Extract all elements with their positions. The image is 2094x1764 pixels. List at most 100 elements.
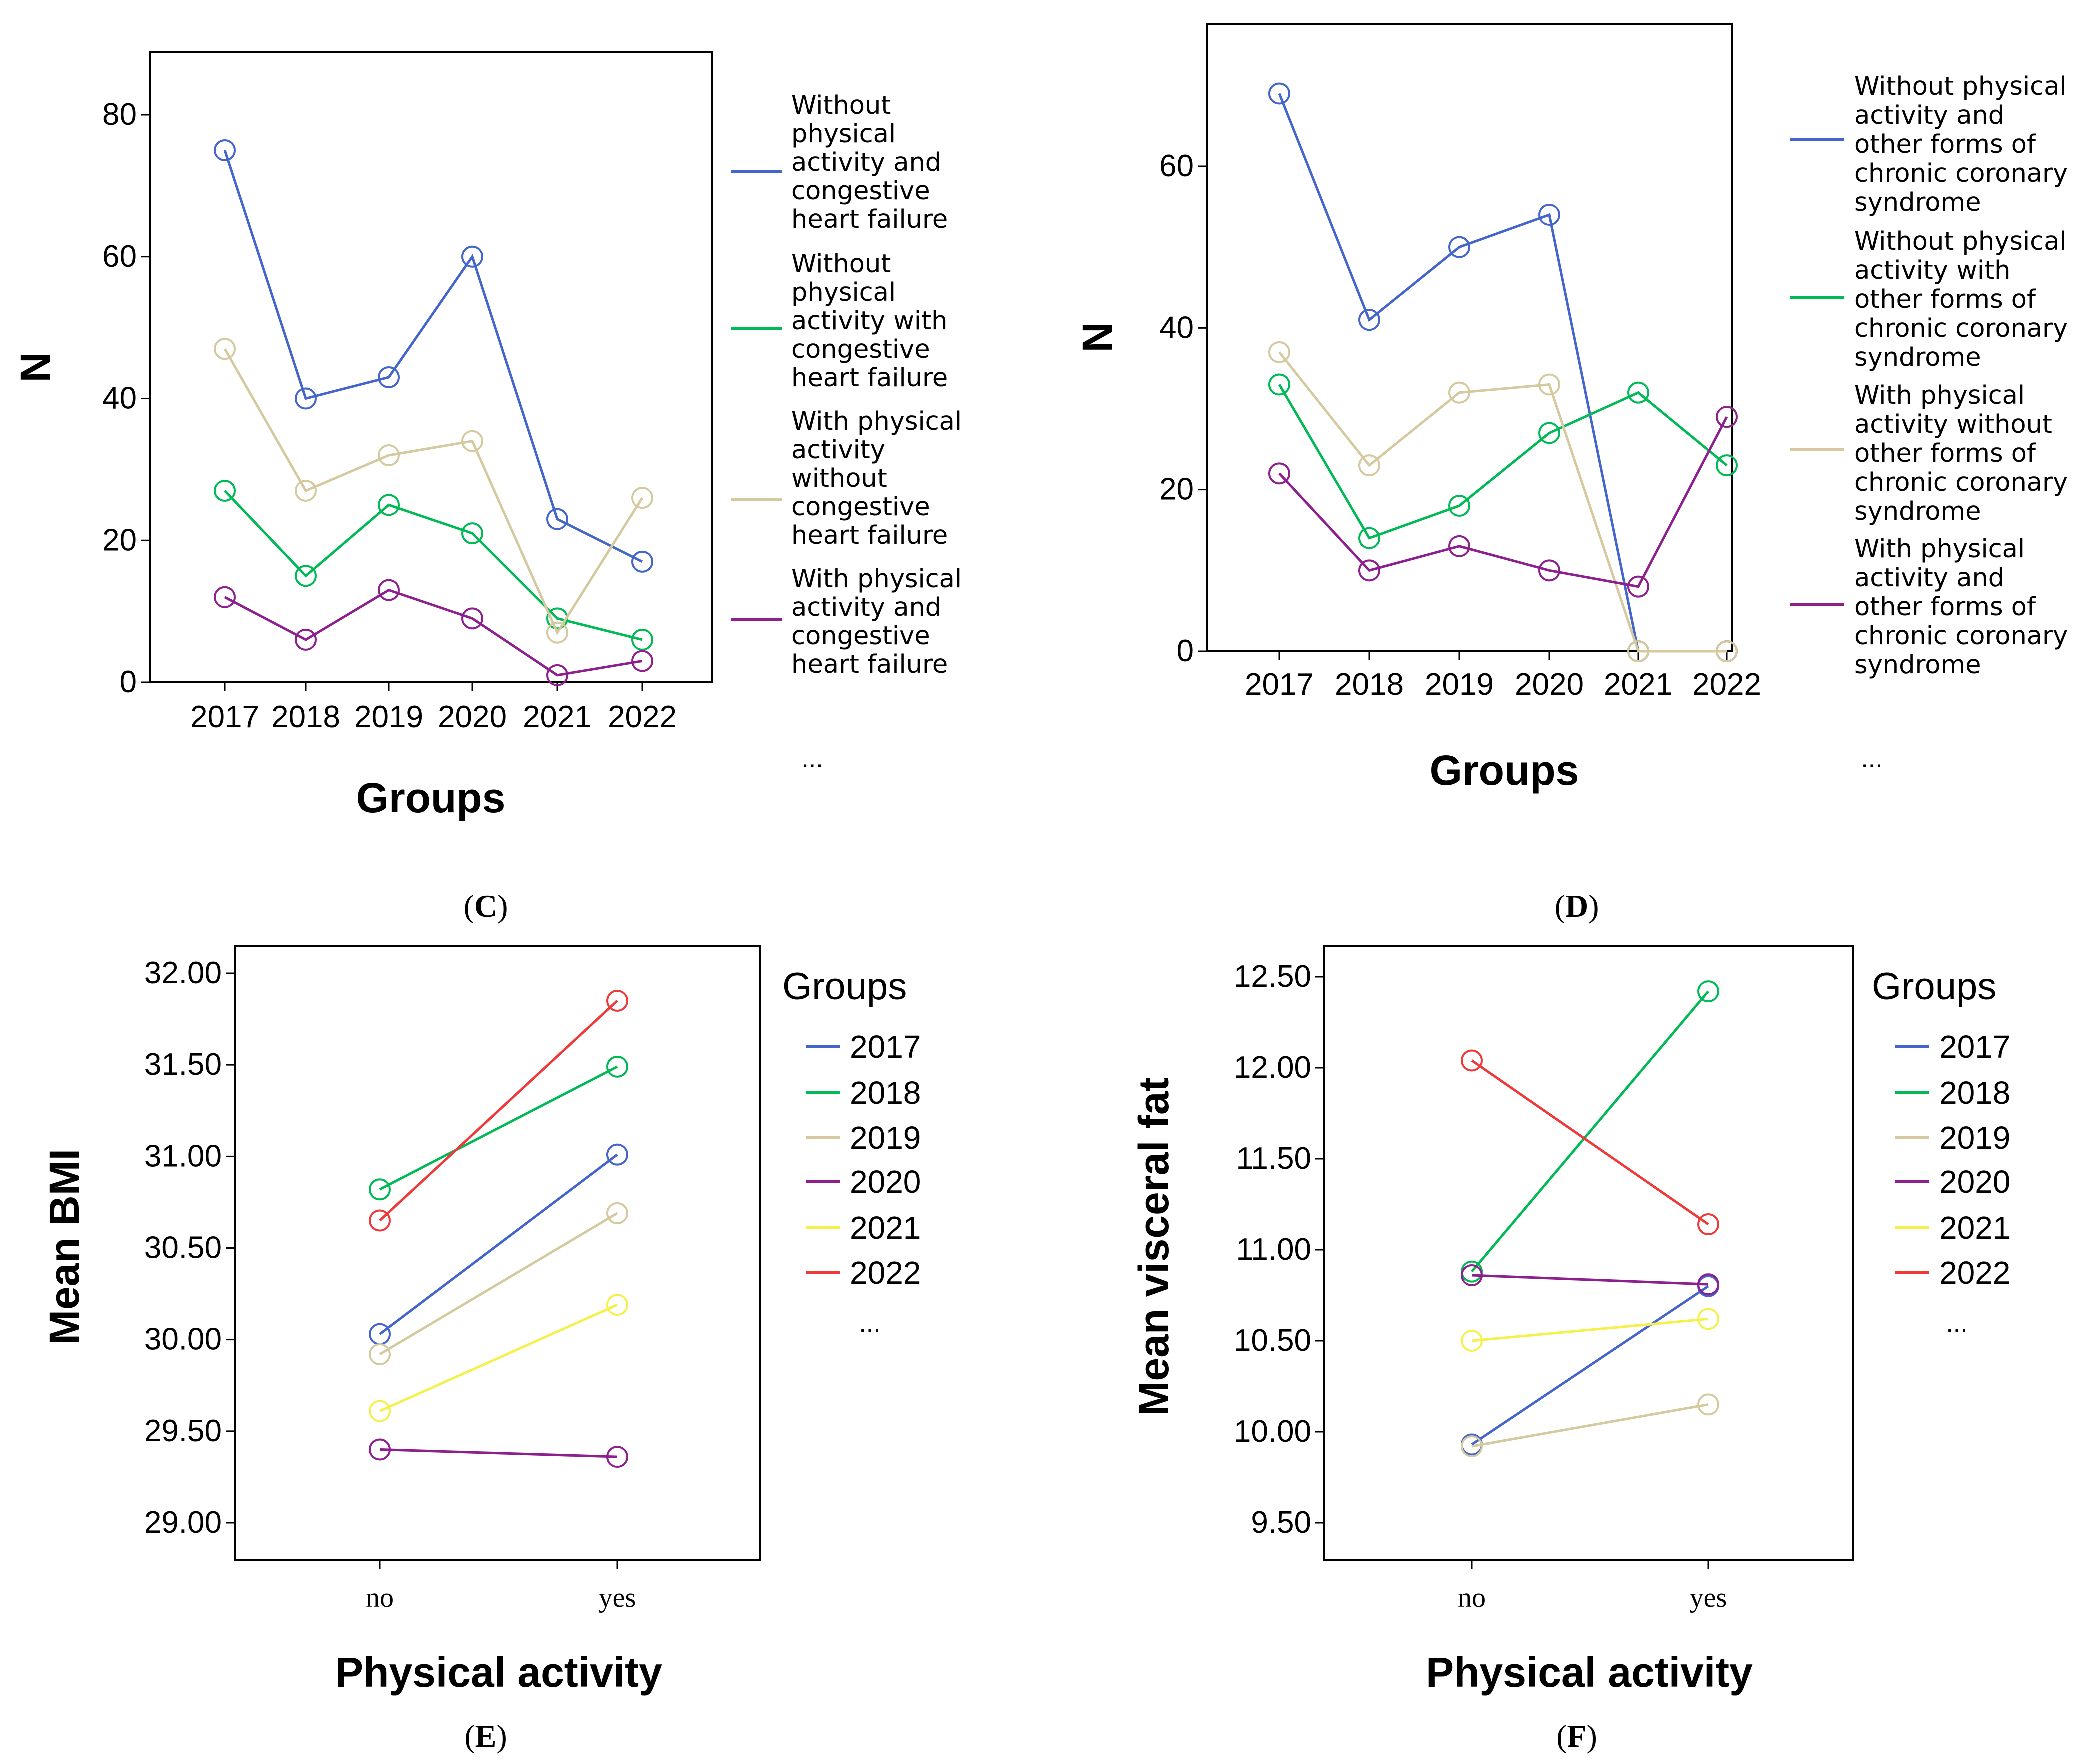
x-tick-label: 2020	[1515, 667, 1584, 702]
x-tick-label: 2017	[190, 700, 259, 734]
y-tick-label: 29.00	[144, 1505, 222, 1540]
y-tick-label: 10.00	[1234, 1414, 1311, 1449]
legend-label: Without physical activity with other forms…	[1854, 227, 2068, 372]
legend-label: 2018	[850, 1075, 921, 1111]
x-tick-label: 2018	[271, 700, 340, 734]
legend-label-line: activity and	[791, 593, 941, 622]
legend-label: Without physical activity and congestive hea…	[791, 91, 948, 234]
x-tick-label: 2020	[438, 700, 507, 734]
y-tick-label: 60	[102, 239, 137, 274]
legend-label: 2020	[850, 1164, 921, 1200]
panel-label: (C)	[464, 888, 508, 924]
x-tick-label: 2017	[1245, 667, 1314, 702]
legend-label-line: congestive	[791, 492, 930, 522]
x-axis-title: Groups	[356, 774, 506, 821]
panel-label: (E)	[464, 1718, 507, 1754]
x-tick-label: no	[366, 1582, 394, 1613]
y-tick-label: 0	[1177, 634, 1194, 668]
panel-letter: C	[474, 888, 497, 924]
y-tick-label: 40	[1159, 310, 1194, 345]
x-tick-label: 2022	[608, 700, 677, 734]
legend-ellipsis: ...	[801, 744, 823, 773]
legend-label-line: Without	[791, 249, 891, 279]
y-tick-label: 0	[120, 665, 137, 699]
legend-label-line: without	[791, 464, 887, 493]
y-tick-label: 30.50	[144, 1231, 222, 1265]
y-axis: 29.0029.5030.0030.5031.0031.5032.00	[144, 956, 235, 1540]
y-axis-title: N	[12, 352, 59, 383]
x-tick-label: 2021	[523, 700, 592, 734]
legend-label: Without physical activity with congestive he…	[791, 249, 948, 393]
y-tick-label: 60	[1159, 149, 1194, 183]
legend: 2017 2018 2019 2020 2021 2022	[806, 1029, 921, 1291]
legend-label-line: syndrome	[1854, 497, 1981, 526]
panel-d: 0204060 2017 2018 2019 2020 2021 2022 N Group…	[1074, 24, 2068, 924]
legend-label-line: syndrome	[1854, 343, 1981, 372]
legend-label: 2021	[1939, 1210, 2010, 1246]
y-axis-title: Mean BMI	[41, 1149, 88, 1345]
legend: Without physical activity and congestive hea…	[731, 91, 962, 679]
legend-label: 2022	[850, 1255, 921, 1291]
legend-label-line: congestive	[791, 621, 930, 651]
legend-label: 2019	[1939, 1120, 2010, 1156]
y-tick-label: 20	[1159, 472, 1194, 507]
legend-label: With physical activity without congestive he…	[791, 407, 962, 550]
panel-letter: E	[475, 1718, 497, 1754]
legend-label-line: With physical	[791, 407, 962, 436]
y-axis-title: Mean visceral fat	[1130, 1077, 1177, 1416]
legend-ellipsis: ...	[1946, 1309, 1967, 1338]
figure: 020406080 2017 2018 2019 2020 2021 2022 N Gro…	[0, 0, 2094, 1764]
y-tick-label: 12.00	[1234, 1050, 1311, 1085]
y-axis: 9.50 10.00 10.50 11.00 11.50 12.00 12.50	[1234, 959, 1324, 1540]
legend-label-line: physical	[791, 119, 896, 149]
legend-label: With physical activity without other forms…	[1854, 381, 2068, 526]
legend-label-line: With physical	[1854, 534, 2025, 564]
x-axis-title: Physical activity	[335, 1649, 662, 1696]
plot-frame	[235, 946, 760, 1560]
x-axis: no yes	[1458, 1560, 1727, 1613]
legend-label-line: activity	[791, 435, 885, 465]
legend-label: 2019	[850, 1120, 921, 1156]
legend-label-line: other forms of	[1854, 592, 2036, 622]
panel-label: (D)	[1555, 888, 1599, 924]
legend-label-line: With physical	[791, 564, 962, 594]
y-tick-label: 11.00	[1236, 1232, 1311, 1267]
legend-label-line: Without physical	[1854, 227, 2067, 256]
legend-label-line: heart failure	[791, 363, 948, 393]
legend-label-line: activity without	[1854, 410, 2052, 439]
legend-label-line: chronic coronary	[1854, 314, 2068, 343]
x-axis: 2017 2018 2019 2020 2021 2022	[190, 682, 677, 734]
x-tick-label: 2022	[1692, 667, 1761, 702]
legend-label-line: syndrome	[1854, 650, 1981, 680]
legend-label-line: congestive	[791, 176, 930, 206]
legend-label: Without physical activity and other forms …	[1854, 72, 2068, 217]
plot-frame	[1324, 946, 1853, 1560]
x-axis: no yes	[366, 1560, 636, 1613]
legend-label-line: activity with	[1854, 256, 2010, 285]
y-tick-label: 29.50	[144, 1414, 222, 1448]
legend-label: 2020	[1939, 1164, 2010, 1200]
legend-label-line: activity and	[791, 148, 941, 177]
y-tick-label: 30.00	[144, 1322, 222, 1357]
y-tick-label: 31.00	[144, 1139, 222, 1173]
legend-label-line: heart failure	[791, 650, 948, 679]
y-tick-label: 10.50	[1234, 1323, 1311, 1358]
legend-label: 2022	[1939, 1255, 2010, 1291]
legend: Without physical activity and other forms …	[1790, 72, 2068, 680]
legend-title: Groups	[782, 965, 907, 1008]
y-axis: 0 20 40 60	[1159, 149, 1207, 668]
y-tick-label: 11.50	[1236, 1141, 1311, 1176]
y-tick-label: 9.50	[1251, 1505, 1311, 1540]
legend-label-line: syndrome	[1854, 188, 1981, 217]
panel-letter: D	[1565, 888, 1588, 924]
x-tick-label: 2018	[1335, 667, 1404, 702]
x-tick-label: 2021	[1604, 667, 1673, 702]
y-axis: 020406080	[102, 97, 150, 699]
panel-e: 29.00 29.50 30.00 30.50 31.00 31.50 32.00 no ye…	[41, 946, 921, 1754]
legend-label-line: With physical	[1854, 381, 2025, 410]
legend-label-line: Without	[791, 91, 891, 120]
x-axis: 2017 2018 2019 2020 2021 2022	[1245, 651, 1761, 702]
legend-label-line: activity and	[1854, 563, 2004, 593]
legend-label: With physical activity and congestive heart…	[791, 564, 962, 679]
panel-label: (F)	[1556, 1718, 1597, 1754]
